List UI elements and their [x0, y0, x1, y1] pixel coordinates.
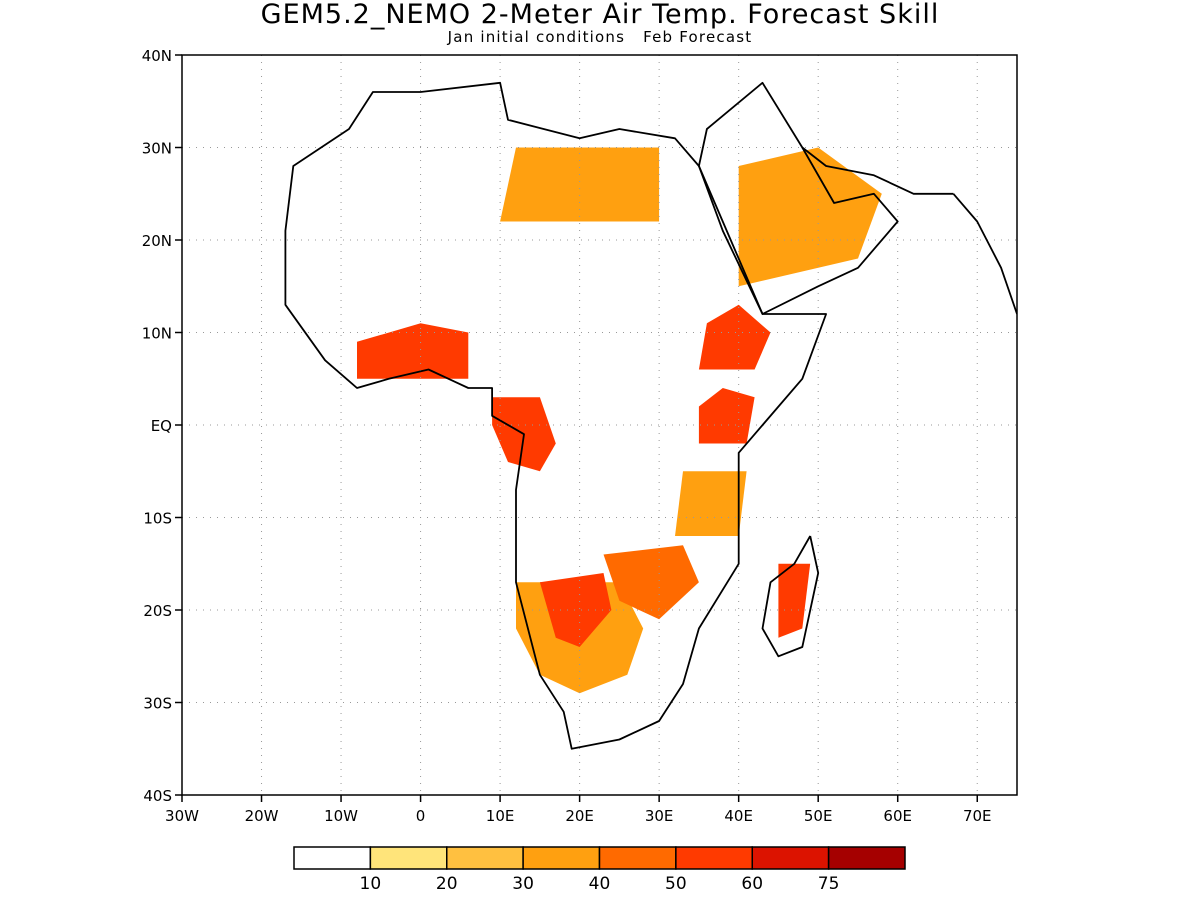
africa-coastline — [284, 81, 827, 750]
x-tick-label: 50E — [804, 807, 833, 825]
subtitle-forecast-month: Feb Forecast — [643, 28, 753, 46]
x-tick-label: 60E — [883, 807, 912, 825]
region-namibia-botswana-core — [539, 573, 612, 647]
colorbar-label: 40 — [589, 874, 611, 894]
colorbar-label: 10 — [360, 874, 382, 894]
chart-title: GEM5.2_NEMO 2-Meter Air Temp. Forecast S… — [260, 0, 940, 30]
x-tick-label: 0 — [416, 807, 426, 825]
skill-shading-layer — [357, 147, 882, 694]
region-central-sahara — [500, 147, 660, 222]
colorbar-swatch — [827, 846, 906, 870]
colorbar-label: 60 — [741, 874, 763, 894]
y-tick-label: 10S — [143, 510, 172, 528]
x-tick-label: 20W — [245, 807, 279, 825]
x-tick-label: 10E — [486, 807, 515, 825]
y-tick-label: EQ — [151, 417, 172, 435]
colorbar-swatch — [446, 846, 524, 870]
colorbar-swatch — [598, 846, 677, 870]
colorbar-swatch — [369, 846, 448, 870]
subtitle-initial-conditions: Jan initial conditions — [447, 28, 626, 46]
y-tick-label: 20S — [143, 602, 172, 620]
region-madagascar — [778, 563, 811, 638]
y-tick-label: 40S — [143, 787, 172, 805]
colorbar-swatch — [751, 846, 830, 870]
x-tick-label: 10W — [324, 807, 358, 825]
y-tick-label: 30S — [143, 695, 172, 713]
y-tick-label: 10N — [142, 325, 172, 343]
region-east-africa-belt — [675, 471, 747, 536]
colorbar-label: 75 — [818, 874, 840, 894]
region-kenya — [698, 388, 755, 444]
colorbar-label: 50 — [665, 874, 687, 894]
colorbar-swatch — [675, 846, 753, 870]
x-tick-label: 30E — [645, 807, 674, 825]
madagascar-outline — [761, 535, 820, 658]
colorbar-swatch — [522, 846, 601, 870]
y-tick-label: 30N — [142, 140, 172, 158]
india-outline — [952, 193, 1017, 315]
arabia-outline — [698, 81, 899, 315]
x-tick-label: 20E — [565, 807, 594, 825]
region-zambia-zimbabwe — [603, 545, 699, 620]
grid-lines — [182, 55, 1017, 795]
y-tick-label: 40N — [142, 47, 172, 65]
region-arabia — [738, 147, 882, 287]
x-tick-label: 30W — [165, 807, 199, 825]
iran-coast — [801, 146, 954, 195]
x-tick-label: 70E — [963, 807, 992, 825]
colorbar-label: 20 — [436, 874, 458, 894]
axis-ticks: 30W 20W 10W 0 10E 20E 30E 40E 50E 60E 70E 40N 30N 20N… — [142, 47, 992, 825]
colorbar-swatch — [293, 846, 372, 870]
coastline-layer — [284, 81, 1017, 750]
region-ethiopia-highlands — [698, 304, 771, 370]
colorbar-label: 30 — [512, 874, 534, 894]
y-tick-label: 20N — [142, 232, 172, 250]
region-gulf-of-guinea — [357, 323, 469, 379]
colorbar: 10 20 30 40 50 60 75 — [293, 846, 906, 894]
x-tick-label: 40E — [724, 807, 753, 825]
chart-subtitle: Jan initial conditions Feb Forecast — [0, 28, 1200, 46]
